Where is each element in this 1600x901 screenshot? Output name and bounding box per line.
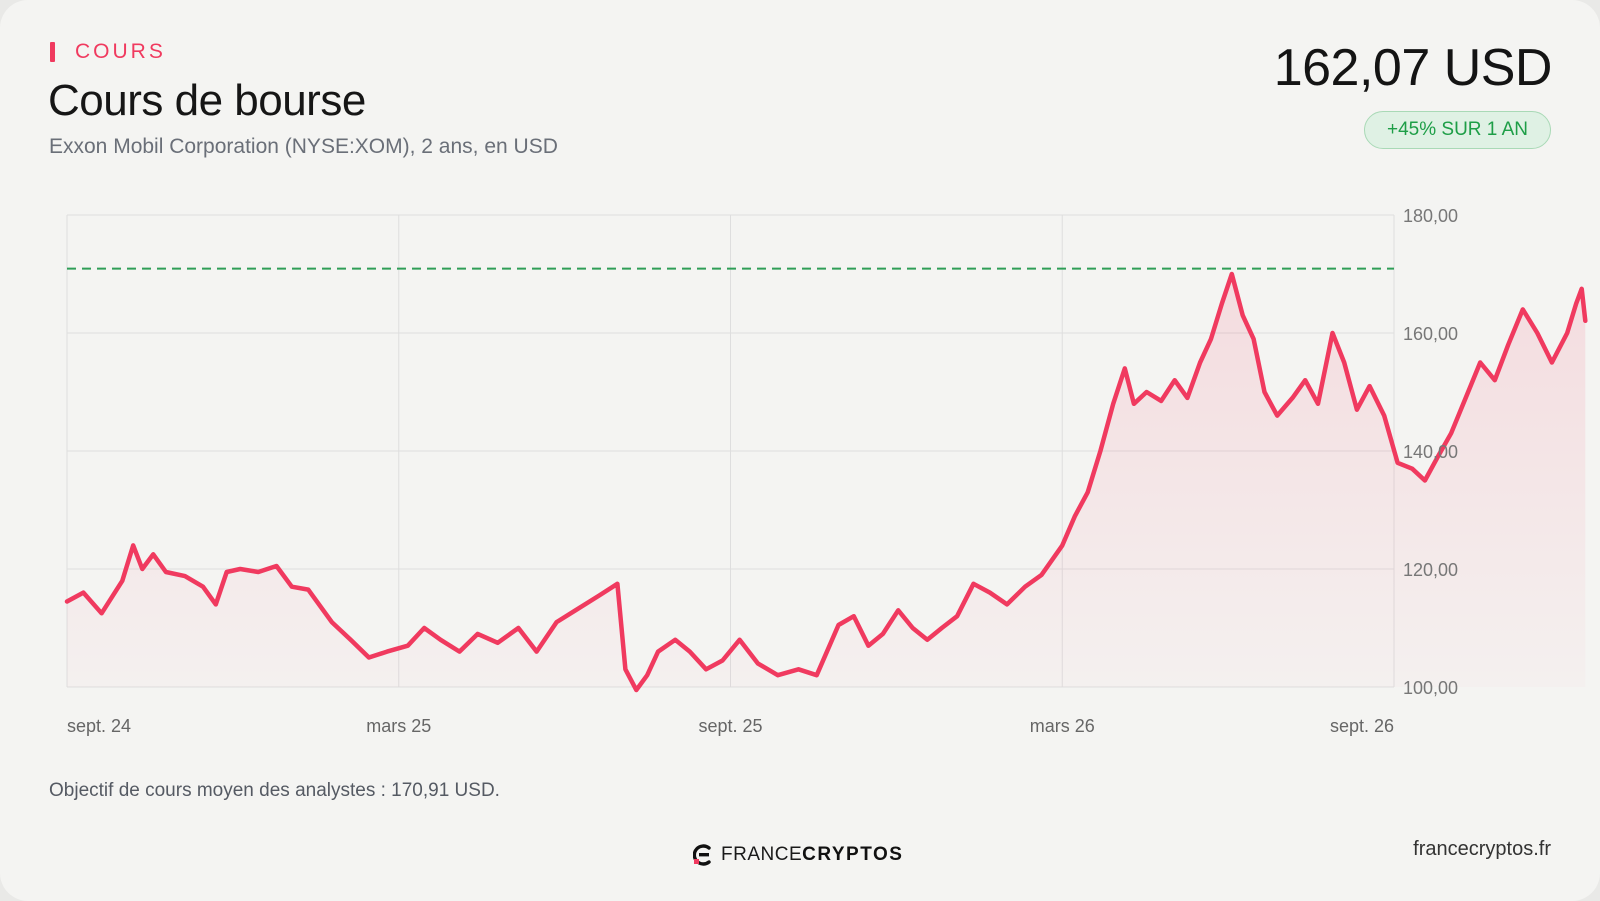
kicker-accent-bar <box>50 42 55 62</box>
x-tick-label: sept. 26 <box>1330 716 1394 736</box>
brand-logo-icon <box>693 844 711 866</box>
brand-logo-text-1: FRANCE <box>721 844 803 865</box>
brand-logo-text-2: CRYPTOS <box>802 844 904 865</box>
y-tick-label: 180,00 <box>1403 206 1458 226</box>
x-tick-label: sept. 24 <box>67 716 131 736</box>
brand-logo: FRANCE CRYPTOS <box>693 842 903 868</box>
axis-labels: 180,00 160,00 140,00 120,00 100,00 sept. 24 ma… <box>67 206 1458 736</box>
analyst-target-note: Objectif de cours moyen des analystes : … <box>49 780 500 801</box>
y-tick-label: 100,00 <box>1403 678 1458 698</box>
kicker-label: COURS <box>75 40 166 63</box>
area-layer <box>67 274 1586 690</box>
y-tick-label: 140,00 <box>1403 442 1458 462</box>
site-url: francecryptos.fr <box>1413 838 1551 860</box>
price-area <box>67 274 1586 690</box>
x-tick-label: mars 26 <box>1030 716 1095 736</box>
x-tick-label: mars 25 <box>366 716 431 736</box>
y-tick-label: 160,00 <box>1403 324 1458 344</box>
page-subtitle: Exxon Mobil Corporation (NYSE:XOM), 2 an… <box>49 135 558 158</box>
current-price: 162,07 USD <box>1273 39 1553 97</box>
line-layer <box>64 271 1588 693</box>
price-line <box>64 271 1588 693</box>
change-badge: +45% SUR 1 AN <box>1364 111 1551 149</box>
page-title: Cours de bourse <box>48 76 366 125</box>
section-kicker: COURS <box>50 40 166 64</box>
y-tick-label: 120,00 <box>1403 560 1458 580</box>
x-tick-label: sept. 25 <box>698 716 762 736</box>
